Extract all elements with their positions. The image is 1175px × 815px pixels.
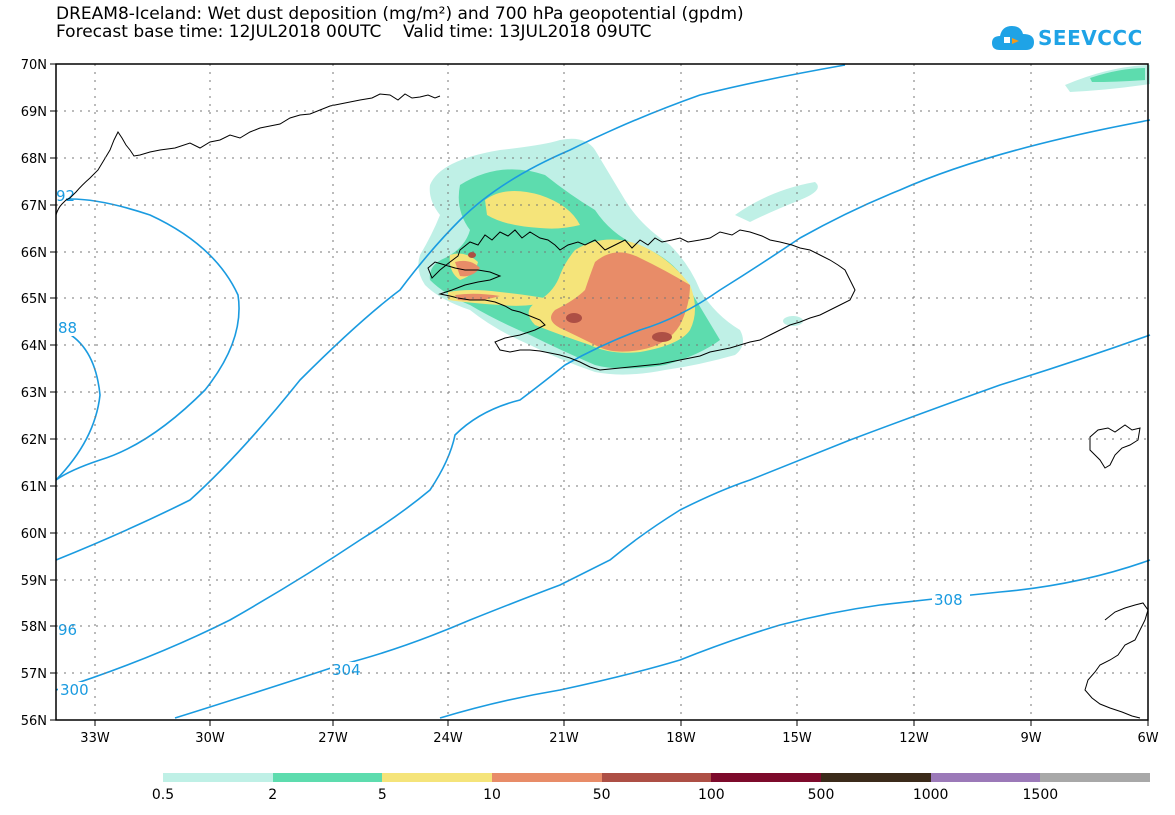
lon-label: 33W bbox=[80, 731, 110, 746]
contour-300 bbox=[55, 119, 1151, 691]
legend-label: 2 bbox=[268, 787, 278, 803]
lat-label: 56N bbox=[21, 714, 47, 729]
lon-label: 27W bbox=[318, 731, 348, 746]
lat-label: 61N bbox=[21, 480, 47, 495]
lon-label: 24W bbox=[433, 731, 463, 746]
lon-label: 30W bbox=[195, 731, 225, 746]
lon-label: 6W bbox=[1137, 731, 1158, 746]
logo: SEEVCCC bbox=[990, 20, 1155, 60]
cloud-icon bbox=[992, 26, 1034, 50]
longitude-labels: 33W 30W 27W 24W 21W 18W 15W 12W 9W 6W bbox=[80, 731, 1158, 746]
dust-area-10-westfjord bbox=[455, 260, 480, 277]
legend-swatch bbox=[492, 773, 602, 782]
contour-label-304: 304 bbox=[332, 661, 361, 679]
legend-swatch bbox=[601, 773, 712, 782]
legend-swatch bbox=[711, 773, 822, 782]
lat-label: 67N bbox=[21, 199, 47, 214]
legend-swatch bbox=[163, 773, 273, 782]
lat-label: 64N bbox=[21, 339, 47, 354]
lat-label: 68N bbox=[21, 152, 47, 167]
contour-label-308: 308 bbox=[934, 591, 963, 609]
lat-label: 70N bbox=[21, 58, 47, 73]
dust-area-50-b bbox=[652, 332, 672, 342]
lat-label: 62N bbox=[21, 433, 47, 448]
dust-area-2-north bbox=[1090, 68, 1145, 82]
legend-label: 10 bbox=[483, 787, 501, 803]
greenland-coast bbox=[55, 93, 441, 216]
lon-label: 21W bbox=[549, 731, 579, 746]
contour-296 bbox=[55, 64, 846, 561]
dust-deposition-field bbox=[418, 65, 1150, 375]
legend-label: 50 bbox=[592, 787, 611, 803]
legend-swatch bbox=[382, 773, 493, 782]
lat-label: 69N bbox=[21, 105, 47, 120]
geopotential-contours bbox=[55, 64, 1151, 719]
contour-label-292: 92 bbox=[56, 187, 75, 205]
contour-304 bbox=[174, 334, 1151, 719]
lat-label: 58N bbox=[21, 620, 47, 635]
dust-area-5 bbox=[485, 191, 580, 229]
dust-area-50-a bbox=[566, 313, 582, 323]
legend-colorbar bbox=[163, 773, 1151, 782]
latitude-labels: 70N 69N 68N 67N 66N 65N 64N 63N 62N 61N … bbox=[21, 58, 47, 729]
coastlines bbox=[55, 93, 1149, 719]
logo-text: SEEVCCC bbox=[1038, 26, 1143, 50]
contour-288 bbox=[55, 329, 101, 481]
map-title-line-2: Forecast base time: 12JUL2018 00UTC Vali… bbox=[56, 22, 652, 42]
legend-label: 1000 bbox=[912, 787, 949, 803]
legend-swatch bbox=[930, 773, 1041, 782]
legend-swatch bbox=[272, 773, 383, 782]
legend-label: 100 bbox=[697, 787, 725, 803]
legend-swatch bbox=[1040, 773, 1151, 782]
axis-ticks bbox=[50, 63, 1149, 726]
contour-292 bbox=[55, 198, 240, 481]
contour-label-300: 300 bbox=[60, 681, 89, 699]
dust-area-10-snaefell bbox=[455, 293, 500, 301]
lon-label: 9W bbox=[1020, 731, 1041, 746]
faroe-coast bbox=[1089, 424, 1141, 469]
contour-label-296: 96 bbox=[58, 621, 77, 639]
contour-308 bbox=[439, 559, 1151, 719]
map-title-line-1: DREAM8-Iceland: Wet dust deposition (mg/… bbox=[56, 4, 744, 24]
lon-label: 12W bbox=[899, 731, 929, 746]
legend-label: 1500 bbox=[1022, 787, 1059, 803]
dust-area-50-c bbox=[468, 252, 476, 258]
dust-area-10 bbox=[551, 252, 690, 352]
dust-area-0.5-small bbox=[783, 316, 803, 326]
iceland-coast bbox=[427, 229, 856, 371]
lat-label: 57N bbox=[21, 667, 47, 682]
lat-label: 60N bbox=[21, 527, 47, 542]
lon-label: 18W bbox=[666, 731, 696, 746]
lat-label: 63N bbox=[21, 386, 47, 401]
legend-swatch bbox=[821, 773, 931, 782]
dust-area-0.5-east bbox=[735, 182, 818, 222]
contour-label-288: 88 bbox=[58, 319, 77, 337]
lat-label: 65N bbox=[21, 292, 47, 307]
legend-label: 0.5 bbox=[151, 787, 175, 803]
lat-label: 59N bbox=[21, 574, 47, 589]
lon-label: 15W bbox=[782, 731, 812, 746]
lat-label: 66N bbox=[21, 246, 47, 261]
legend-label: 5 bbox=[377, 787, 387, 803]
scotland-coast bbox=[1084, 602, 1149, 719]
legend-label: 500 bbox=[807, 787, 835, 803]
gridlines bbox=[56, 64, 1148, 720]
